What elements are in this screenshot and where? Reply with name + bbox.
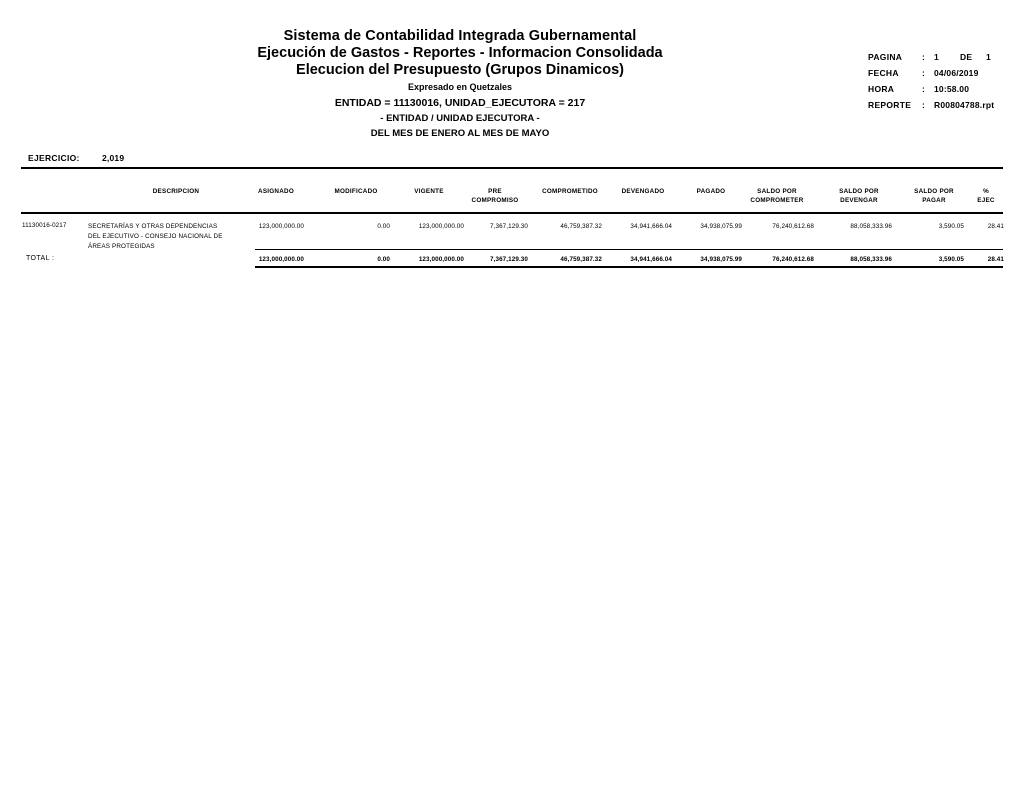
hora-value: 10:58.00: [934, 84, 970, 94]
ejercicio-label: EJERCICIO:: [28, 153, 80, 163]
total-row-pre-compromiso: 7,367,129.30: [490, 256, 528, 263]
fecha-label: FECHA: [868, 68, 899, 78]
column-header-saldo-devengar-line1: SALDO POR: [839, 188, 879, 195]
hora-colon: :: [922, 84, 925, 94]
total-row-pct-ejec: 28.41: [987, 256, 1004, 263]
page-label: PAGINA: [868, 52, 903, 62]
column-header-pre-compromiso-line1: PRE: [488, 188, 502, 195]
currency-note: Expresado en Quetzales: [407, 82, 513, 92]
total-row-saldo-pagar: 3,590.05: [938, 256, 964, 263]
total-row-saldo-devengar: 88,058,333.96: [850, 256, 892, 263]
total-row-comprometido: 46,759,387.32: [560, 256, 602, 263]
total-row-pagado: 34,938,075.99: [700, 256, 742, 263]
total-rule-below: [255, 266, 1003, 269]
table-row-saldo-devengar: 88,058,333.96: [850, 223, 892, 230]
hora-label: HORA: [868, 84, 895, 94]
fecha-colon: :: [922, 68, 925, 78]
reporte-label: REPORTE: [868, 100, 912, 110]
table-row-vigente: 123,000,000.00: [418, 223, 464, 230]
column-header-vigente: VIGENTE: [414, 188, 444, 195]
column-header-saldo-pagar-line2: PAGAR: [922, 197, 946, 204]
table-row-description-line2: DEL EJECUTIVO - CONSEJO NACIONAL DE: [88, 233, 223, 240]
page-total: 1: [986, 52, 991, 62]
report-meta-block: PAGINA : 1 DE 1 FECHA : 04/06/2019 HORA : …: [868, 52, 994, 116]
column-header-saldo-pagar-line1: SALDO POR: [914, 188, 954, 195]
ejercicio-block: EJERCICIO: 2,019: [28, 153, 124, 163]
table-row-saldo-pagar: 3,590.05: [938, 223, 964, 230]
column-header-pagado: PAGADO: [696, 188, 726, 195]
table-row-code: 11130016-0217: [22, 222, 67, 229]
total-row-modificado: 0.00: [377, 256, 390, 263]
period-label: DEL MES DE ENERO AL MES DE MAYO: [370, 128, 550, 139]
module-title: Ejecución de Gastos - Reportes - Informa…: [257, 45, 663, 61]
total-row-devengado: 34,941,666.04: [630, 256, 672, 263]
page-colon: :: [922, 52, 925, 62]
table-row-pagado: 34,938,075.99: [700, 223, 742, 230]
table-row-description-line3: ÁREAS PROTEGIDAS: [88, 243, 155, 250]
table-row-devengado: 34,941,666.04: [630, 223, 672, 230]
column-header-saldo-comprometer-line2: COMPROMETER: [750, 197, 804, 204]
meta-row-page: PAGINA : 1 DE 1: [868, 52, 994, 68]
table-row-description: SECRETARÍAS Y OTRAS DEPENDENCIAS DEL EJE…: [88, 222, 248, 252]
total-row-label: TOTAL :: [26, 255, 55, 262]
column-header-pre-compromiso: PRE COMPROMISO: [460, 187, 530, 205]
ejercicio-value: 2,019: [102, 153, 125, 163]
reporte-value: R00804788.rpt: [934, 100, 995, 110]
total-row-asignado: 123,000,000.00: [258, 256, 304, 263]
column-header-saldo-comprometer: SALDO POR COMPROMETER: [734, 187, 820, 205]
reporte-colon: :: [922, 100, 925, 110]
table-top-rule: [21, 167, 1003, 170]
column-header-saldo-devengar-line2: DEVENGAR: [840, 197, 878, 204]
report-title: Elecucion del Presupuesto (Grupos Dinami…: [296, 62, 624, 78]
column-header-pre-compromiso-line2: COMPROMISO: [471, 197, 519, 204]
column-header-saldo-comprometer-line1: SALDO POR: [757, 188, 797, 195]
table-header-rule: [21, 212, 1003, 215]
column-header-pct-ejec: % EJEC: [966, 187, 1006, 205]
total-rule-above: [255, 249, 1003, 251]
table-row-pre-compromiso: 7,367,129.30: [490, 223, 528, 230]
table-row-asignado: 123,000,000.00: [258, 223, 304, 230]
grouping-label: - ENTIDAD / UNIDAD EJECUTORA -: [380, 113, 540, 124]
page-de-label: DE: [960, 52, 973, 62]
fecha-value: 04/06/2019: [934, 68, 979, 78]
meta-row-reporte: REPORTE : R00804788.rpt: [868, 100, 994, 116]
column-header-modificado: MODIFICADO: [334, 188, 378, 195]
page-number: 1: [934, 52, 939, 62]
table-row-description-line1: SECRETARÍAS Y OTRAS DEPENDENCIAS: [88, 223, 218, 230]
column-header-saldo-pagar: SALDO POR PAGAR: [898, 187, 970, 205]
column-header-comprometido: COMPROMETIDO: [542, 188, 598, 195]
column-header-descripcion: DESCRIPCION: [152, 188, 200, 195]
page-value-group: 1 DE 1: [934, 52, 991, 62]
system-title: Sistema de Contabilidad Integrada Gubern…: [283, 28, 637, 44]
meta-row-hora: HORA : 10:58.00: [868, 84, 994, 100]
meta-row-fecha: FECHA : 04/06/2019: [868, 68, 994, 84]
column-header-asignado: ASIGNADO: [258, 188, 294, 195]
table-row-pct-ejec: 28.41: [987, 223, 1004, 230]
table-row-comprometido: 46,759,387.32: [560, 223, 602, 230]
total-row-saldo-comprometer: 76,240,612.68: [772, 256, 814, 263]
column-header-devengado: DEVENGADO: [621, 188, 665, 195]
total-row-vigente: 123,000,000.00: [418, 256, 464, 263]
column-header-pct-ejec-line2: EJEC: [977, 197, 995, 204]
table-row-modificado: 0.00: [377, 223, 390, 230]
filter-criteria: ENTIDAD = 11130016, UNIDAD_EJECUTORA = 2…: [334, 97, 586, 109]
table-row-saldo-comprometer: 76,240,612.68: [772, 223, 814, 230]
column-header-saldo-devengar: SALDO POR DEVENGAR: [820, 187, 898, 205]
column-header-pct-ejec-line1: %: [983, 188, 989, 195]
report-title-block: Sistema de Contabilidad Integrada Gubern…: [180, 28, 740, 141]
